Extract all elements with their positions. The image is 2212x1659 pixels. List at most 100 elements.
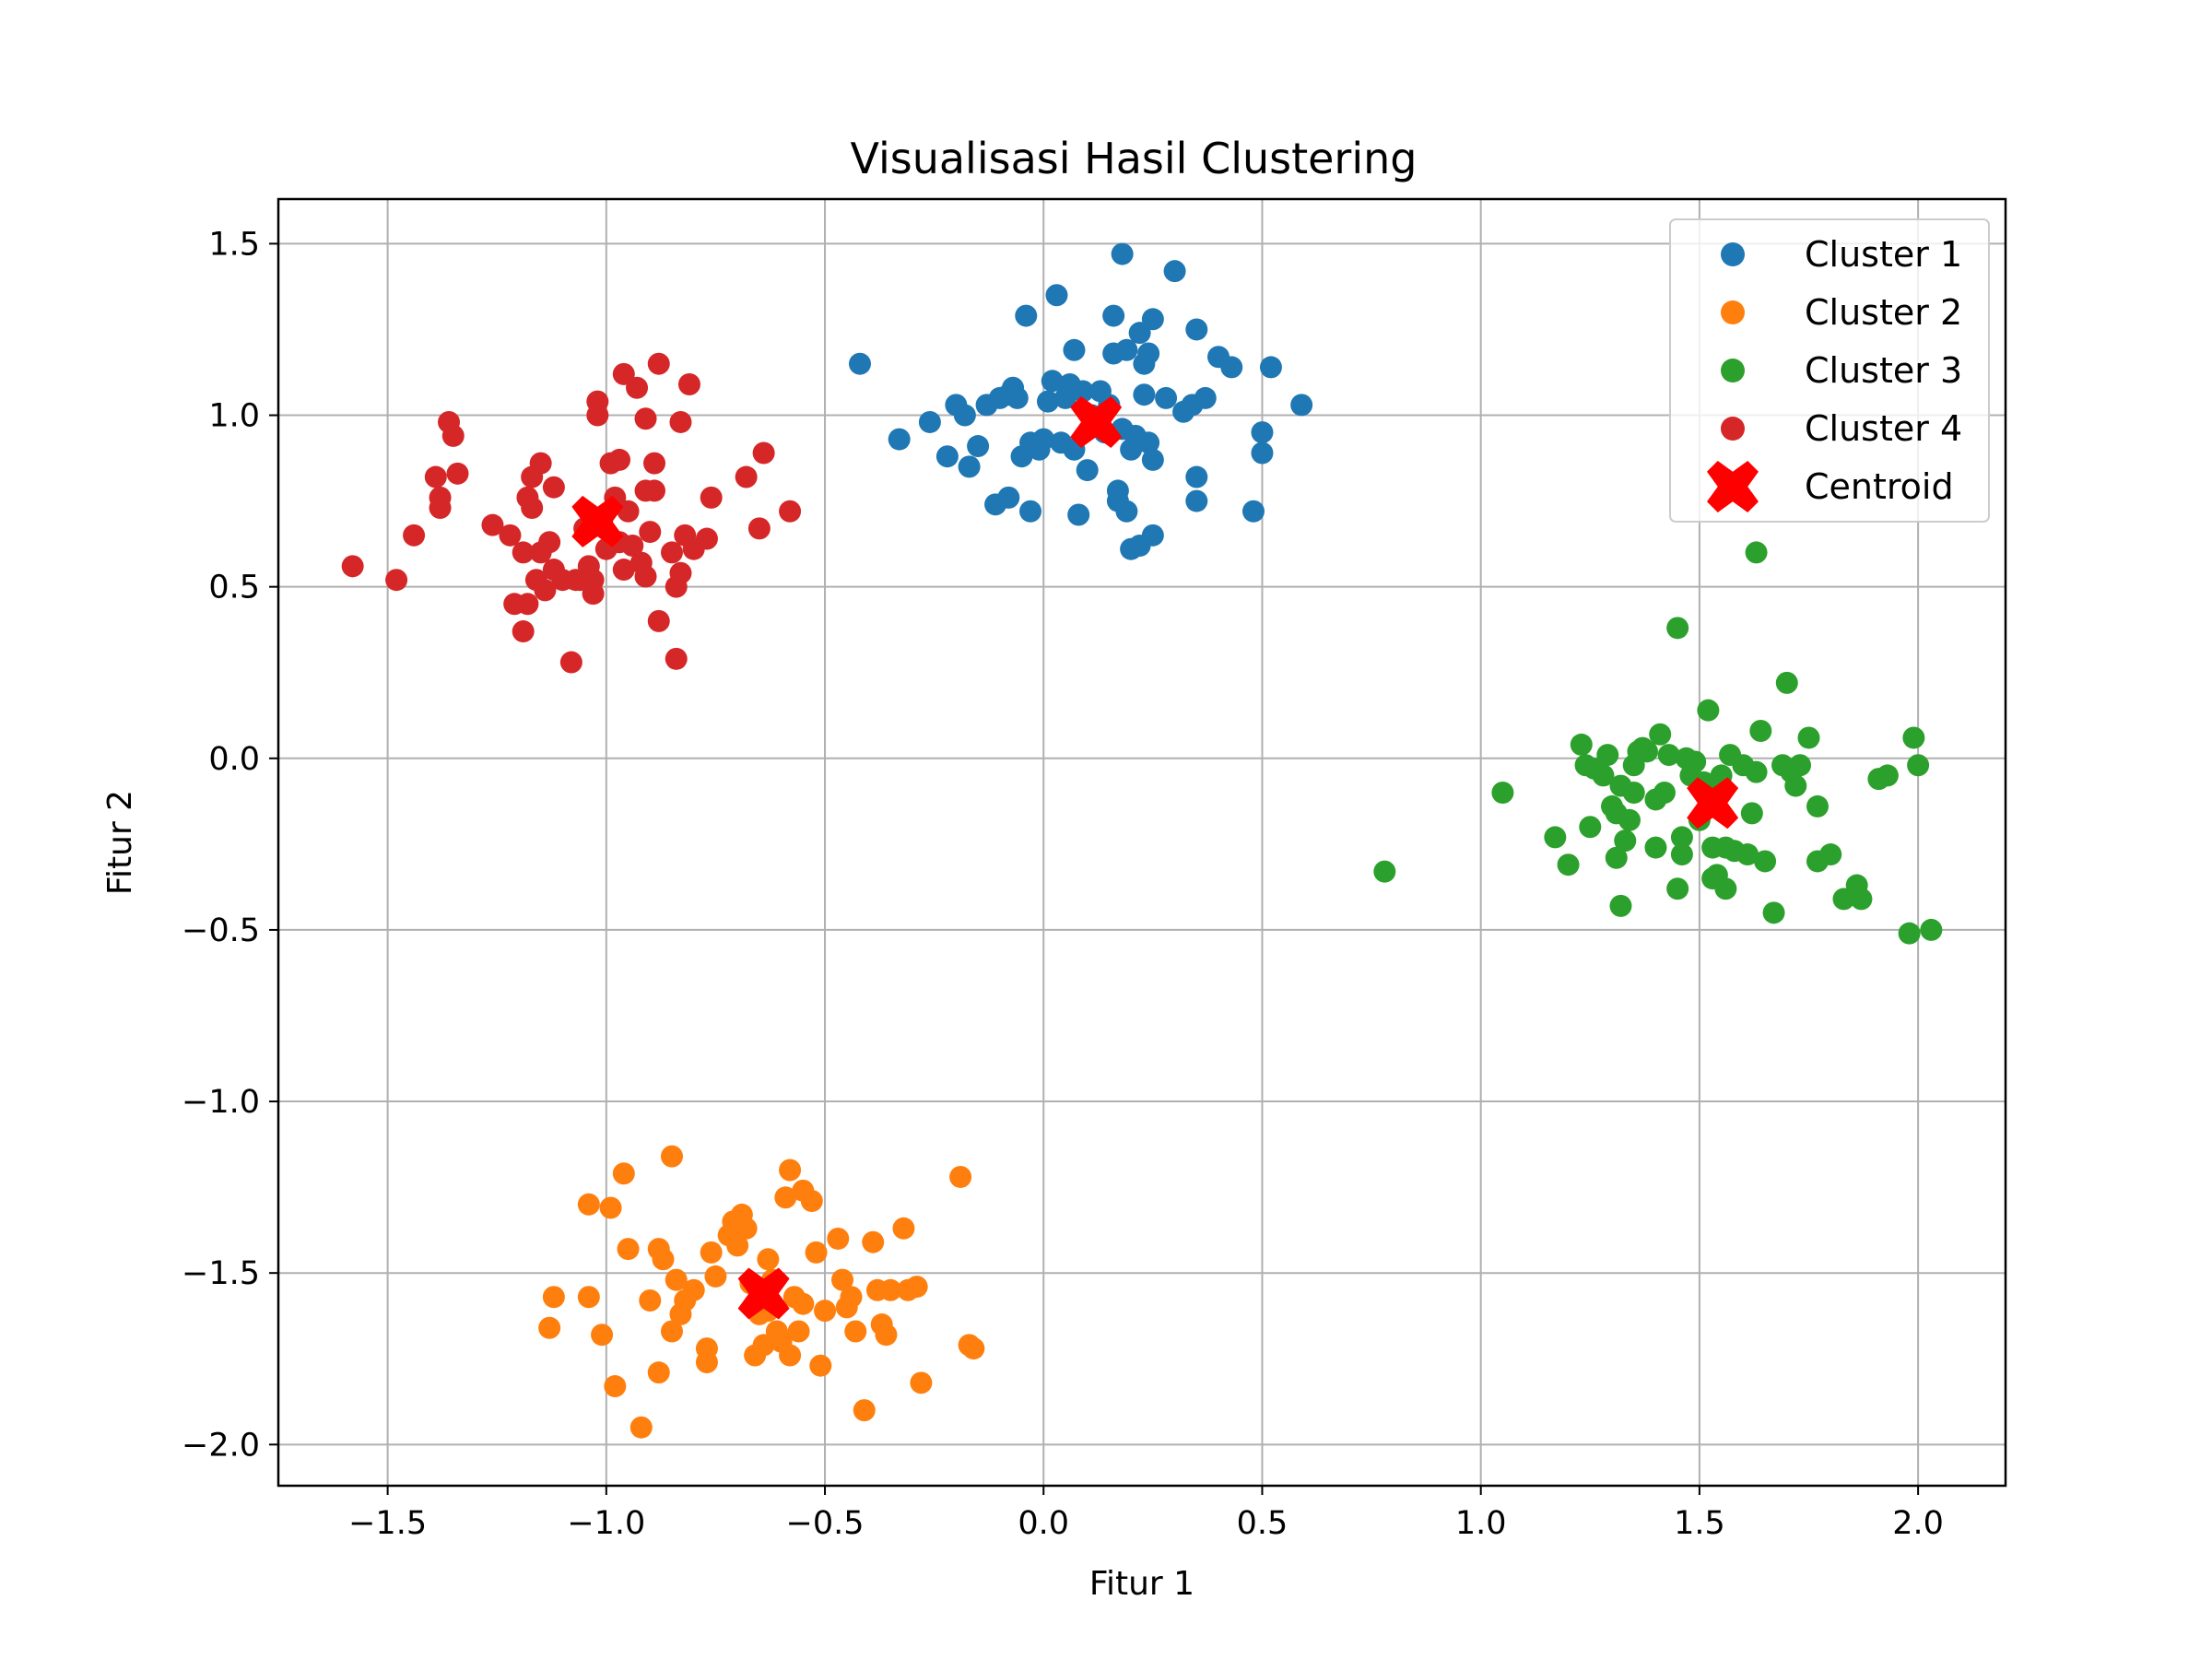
- data-point: [669, 410, 692, 433]
- legend-swatch: [1721, 242, 1745, 266]
- y-tick-label: 1.0: [208, 398, 260, 435]
- legend-label: Cluster 4: [1805, 408, 1962, 449]
- data-point: [647, 609, 670, 632]
- data-point: [1850, 888, 1873, 911]
- data-point: [1736, 843, 1759, 866]
- data-point: [1902, 726, 1925, 749]
- data-point: [634, 565, 657, 588]
- legend-swatch: [1721, 359, 1745, 382]
- data-point: [617, 500, 640, 523]
- x-tick-label: 0.5: [1237, 1505, 1288, 1542]
- data-point: [1762, 901, 1785, 924]
- data-point: [735, 465, 758, 488]
- data-point: [643, 479, 666, 502]
- data-point: [577, 1286, 600, 1309]
- data-point: [1141, 308, 1164, 331]
- data-point: [647, 352, 670, 375]
- centroid-markers: [571, 395, 1739, 1320]
- data-point: [1041, 370, 1064, 393]
- data-point: [1819, 843, 1842, 866]
- data-point: [612, 1162, 635, 1185]
- data-point: [757, 1248, 780, 1271]
- data-point: [1115, 500, 1138, 523]
- data-point: [1749, 720, 1772, 743]
- data-point: [1775, 671, 1798, 694]
- centroid-marker: [737, 1267, 790, 1320]
- data-point: [1618, 808, 1641, 831]
- data-point: [1670, 826, 1693, 849]
- y-tick-label: 0.5: [208, 570, 260, 606]
- data-point: [1019, 500, 1042, 523]
- data-point: [695, 527, 718, 550]
- data-point: [892, 1217, 915, 1240]
- data-point: [700, 486, 723, 509]
- data-point: [1797, 726, 1820, 749]
- data-point: [1920, 918, 1943, 941]
- legend-entry-cluster-3: Cluster 3: [1721, 350, 1962, 391]
- data-point: [787, 1320, 810, 1343]
- data-point: [1115, 338, 1138, 361]
- data-point: [747, 517, 771, 540]
- data-point: [1657, 744, 1680, 767]
- data-point: [1251, 421, 1274, 444]
- data-point: [1649, 723, 1672, 746]
- data-point: [1163, 260, 1186, 283]
- data-point: [935, 445, 959, 468]
- data-point: [752, 1334, 775, 1357]
- legend-entry-cluster-4: Cluster 4: [1721, 408, 1962, 449]
- data-point: [809, 1354, 832, 1377]
- legend-box: [1669, 218, 1990, 523]
- data-point: [1697, 699, 1720, 722]
- data-point: [669, 561, 692, 584]
- legend-label: Cluster 2: [1805, 292, 1962, 333]
- legend-swatch: [1721, 417, 1745, 441]
- data-point: [1666, 877, 1689, 900]
- data-point: [1194, 386, 1217, 409]
- data-point: [1071, 380, 1094, 403]
- x-tick-label: −1.5: [348, 1505, 427, 1542]
- data-point: [1557, 853, 1580, 877]
- data-point: [1754, 850, 1777, 873]
- legend: Cluster 1 Cluster 2 Cluster 3 Cluster 4 Cent…: [1669, 218, 1990, 523]
- data-point: [918, 410, 941, 433]
- centroid-marker: [1687, 777, 1739, 830]
- data-point: [875, 1324, 898, 1347]
- data-point: [534, 579, 557, 602]
- y-tick-label: 1.5: [208, 226, 260, 263]
- data-point: [341, 555, 364, 578]
- x-axis-label: Fitur 1: [1089, 1565, 1194, 1603]
- data-point: [1876, 764, 1899, 787]
- data-point: [621, 534, 644, 557]
- data-point: [604, 1375, 627, 1398]
- data-point: [499, 524, 522, 547]
- data-point: [591, 1324, 614, 1347]
- data-point: [953, 404, 976, 427]
- data-point: [827, 1227, 850, 1250]
- data-point: [1806, 794, 1829, 818]
- data-point: [1063, 338, 1086, 361]
- data-point: [1596, 744, 1619, 767]
- data-point: [1185, 489, 1208, 512]
- data-point: [1907, 754, 1930, 777]
- data-point: [429, 486, 452, 509]
- data-point: [1137, 431, 1160, 454]
- legend-label: Cluster 3: [1805, 350, 1962, 391]
- data-point: [1185, 465, 1208, 488]
- data-point: [665, 1268, 688, 1291]
- y-tick-label: −1.0: [182, 1084, 260, 1121]
- data-point: [792, 1292, 815, 1315]
- y-axis-label: Fitur 2: [101, 790, 139, 895]
- x-tick-label: 1.5: [1674, 1505, 1725, 1542]
- data-point: [1015, 304, 1038, 327]
- data-point: [612, 362, 635, 385]
- data-point: [1635, 740, 1658, 763]
- x-tick-label: −1.0: [567, 1505, 645, 1542]
- data-point: [1622, 782, 1645, 805]
- centroid-marker: [571, 495, 624, 547]
- data-point: [1290, 394, 1313, 417]
- data-point: [1045, 284, 1068, 307]
- data-point: [1141, 524, 1164, 547]
- data-point: [1614, 830, 1637, 853]
- data-point: [617, 1238, 640, 1261]
- data-point: [997, 486, 1020, 509]
